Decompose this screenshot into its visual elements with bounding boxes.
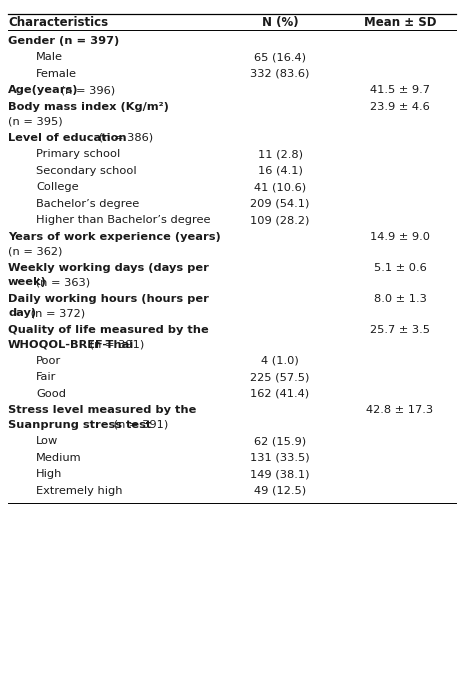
Text: day): day)	[8, 308, 36, 319]
Text: Gender (n = 397): Gender (n = 397)	[8, 36, 119, 46]
Text: Level of education: Level of education	[8, 133, 127, 143]
Text: (n = 391): (n = 391)	[86, 339, 144, 349]
Text: 25.7 ± 3.5: 25.7 ± 3.5	[370, 325, 430, 335]
Text: Medium: Medium	[36, 453, 82, 463]
Text: High: High	[36, 469, 62, 479]
Text: Extremely high: Extremely high	[36, 486, 123, 496]
Text: 162 (41.4): 162 (41.4)	[250, 389, 310, 399]
Text: (n = 386): (n = 386)	[95, 133, 154, 143]
Text: Female: Female	[36, 69, 77, 79]
Text: Secondary school: Secondary school	[36, 166, 136, 176]
Text: Stress level measured by the: Stress level measured by the	[8, 406, 196, 415]
Text: (n = 391): (n = 391)	[110, 420, 168, 430]
Text: Mean ± SD: Mean ± SD	[364, 16, 436, 29]
Text: Fair: Fair	[36, 373, 56, 382]
Text: 42.8 ± 17.3: 42.8 ± 17.3	[366, 406, 433, 415]
Text: 14.9 ± 9.0: 14.9 ± 9.0	[370, 232, 430, 242]
Text: Male: Male	[36, 52, 63, 62]
Text: 149 (38.1): 149 (38.1)	[250, 469, 310, 479]
Text: (n = 363): (n = 363)	[32, 277, 90, 288]
Text: 62 (15.9): 62 (15.9)	[254, 436, 306, 447]
Text: Daily working hours (hours per: Daily working hours (hours per	[8, 294, 209, 304]
Text: Poor: Poor	[36, 356, 61, 366]
Text: Primary school: Primary school	[36, 149, 120, 160]
Text: (n = 395): (n = 395)	[8, 116, 63, 127]
Text: 65 (16.4): 65 (16.4)	[254, 52, 306, 62]
Text: 131 (33.5): 131 (33.5)	[250, 453, 310, 463]
Text: WHOQOL-BREF-Thai: WHOQOL-BREF-Thai	[8, 339, 134, 349]
Text: 4 (1.0): 4 (1.0)	[261, 356, 299, 366]
Text: week): week)	[8, 277, 47, 288]
Text: Bachelor’s degree: Bachelor’s degree	[36, 199, 139, 209]
Text: 5.1 ± 0.6: 5.1 ± 0.6	[373, 263, 426, 273]
Text: 49 (12.5): 49 (12.5)	[254, 486, 306, 496]
Text: Age(years): Age(years)	[8, 86, 78, 95]
Text: College: College	[36, 182, 79, 192]
Text: 23.9 ± 4.6: 23.9 ± 4.6	[370, 102, 430, 112]
Text: Characteristics: Characteristics	[8, 16, 108, 29]
Text: Body mass index (Kg/m²): Body mass index (Kg/m²)	[8, 102, 169, 112]
Text: Years of work experience (years): Years of work experience (years)	[8, 232, 221, 242]
Text: Good: Good	[36, 389, 66, 399]
Text: 8.0 ± 1.3: 8.0 ± 1.3	[373, 294, 426, 304]
Text: Low: Low	[36, 436, 58, 447]
Text: 11 (2.8): 11 (2.8)	[258, 149, 302, 160]
Text: (n = 372): (n = 372)	[27, 308, 86, 319]
Text: Weekly working days (days per: Weekly working days (days per	[8, 263, 209, 273]
Text: (n = 362): (n = 362)	[8, 247, 62, 256]
Text: 209 (54.1): 209 (54.1)	[250, 199, 310, 209]
Text: 332 (83.6): 332 (83.6)	[250, 69, 310, 79]
Text: Suanprung stress test: Suanprung stress test	[8, 420, 151, 430]
Text: Quality of life measured by the: Quality of life measured by the	[8, 325, 209, 335]
Text: 41.5 ± 9.7: 41.5 ± 9.7	[370, 86, 430, 95]
Text: 225 (57.5): 225 (57.5)	[250, 373, 310, 382]
Text: 109 (28.2): 109 (28.2)	[250, 215, 310, 225]
Text: 41 (10.6): 41 (10.6)	[254, 182, 306, 192]
Text: (n = 396): (n = 396)	[57, 86, 115, 95]
Text: 16 (4.1): 16 (4.1)	[258, 166, 302, 176]
Text: Higher than Bachelor’s degree: Higher than Bachelor’s degree	[36, 215, 211, 225]
Text: N (%): N (%)	[262, 16, 298, 29]
